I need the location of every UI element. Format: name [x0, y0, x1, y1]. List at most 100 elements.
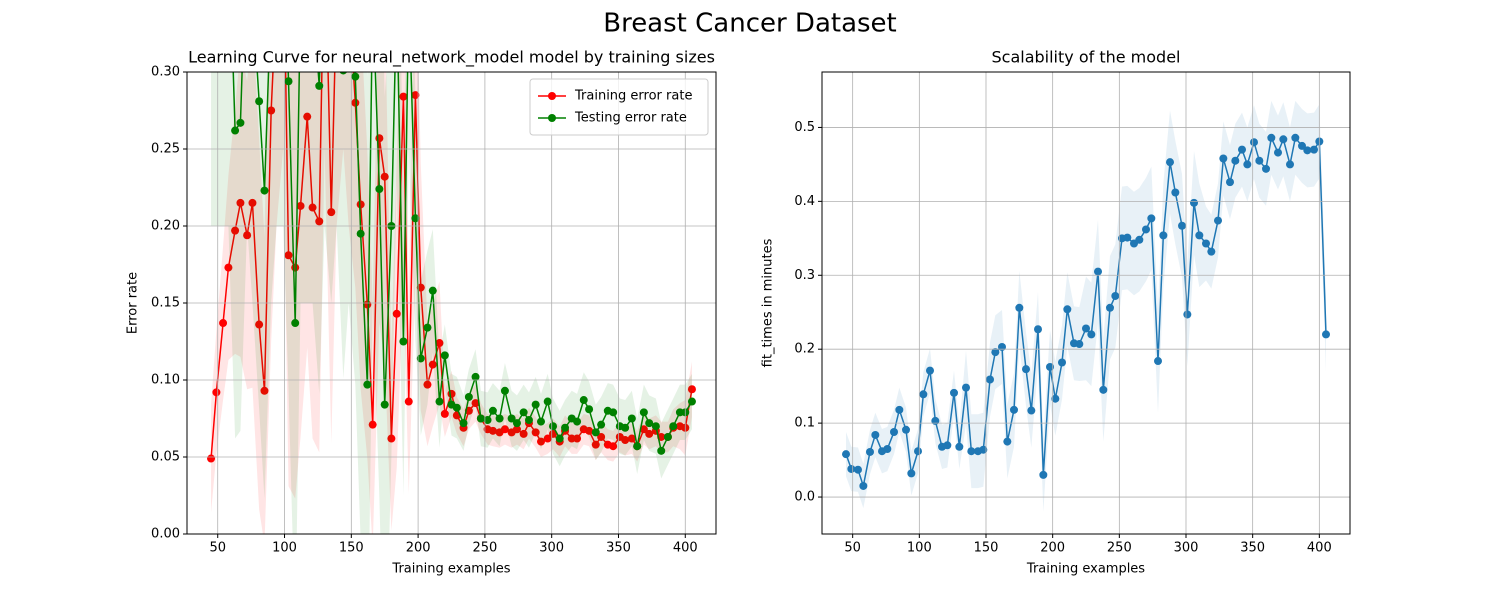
point	[1154, 357, 1162, 366]
point	[512, 419, 521, 428]
point	[597, 420, 606, 429]
point	[1291, 133, 1300, 142]
point	[919, 390, 928, 399]
point	[609, 408, 618, 417]
x-tick-label: 50	[844, 541, 861, 556]
point	[1039, 470, 1048, 479]
point	[591, 428, 600, 437]
point	[284, 251, 293, 260]
x-tick-label: 300	[539, 541, 564, 556]
y-tick-label: 0.20	[151, 219, 180, 234]
point	[440, 351, 449, 360]
point	[1171, 188, 1180, 197]
point	[296, 201, 305, 210]
figure-title: Breast Cancer Dataset	[603, 9, 897, 39]
point	[543, 397, 552, 406]
point	[207, 454, 216, 463]
point	[1063, 305, 1072, 314]
x-tick-label: 150	[339, 541, 364, 556]
point	[1183, 310, 1192, 319]
point	[255, 97, 264, 106]
point	[428, 360, 437, 369]
point	[967, 447, 976, 456]
x-tick-label: 100	[907, 541, 932, 556]
x-axis-label: Training examples	[1026, 562, 1145, 577]
point	[1219, 154, 1228, 163]
x-tick-label: 100	[272, 541, 297, 556]
y-axis-label: Error rate	[126, 272, 141, 334]
point	[1087, 330, 1096, 339]
point	[507, 414, 516, 423]
point	[573, 417, 582, 426]
x-tick-label: 400	[1307, 541, 1332, 556]
point	[847, 464, 856, 473]
point	[531, 400, 540, 409]
point	[645, 429, 654, 438]
point	[500, 386, 509, 395]
point	[1207, 247, 1216, 256]
point	[471, 372, 480, 381]
point	[423, 380, 432, 389]
point	[519, 408, 528, 417]
point	[621, 423, 630, 432]
point	[531, 428, 540, 437]
point	[895, 405, 904, 414]
point	[1106, 303, 1114, 312]
point	[950, 388, 958, 397]
point	[651, 422, 660, 431]
point	[363, 300, 372, 309]
point	[428, 286, 437, 295]
point	[579, 396, 588, 405]
point	[1135, 235, 1144, 244]
point	[1022, 365, 1030, 374]
point	[315, 217, 324, 226]
y-tick-label: 0.00	[151, 527, 180, 542]
point	[1298, 141, 1306, 150]
point	[986, 375, 994, 384]
axes-frame	[186, 71, 717, 535]
point	[1226, 178, 1234, 187]
point	[633, 442, 642, 451]
point	[1310, 145, 1318, 154]
point	[955, 442, 964, 451]
point	[842, 450, 850, 459]
point	[315, 81, 324, 90]
point	[1190, 198, 1198, 207]
point	[537, 437, 546, 446]
y-tick-label: 0.05	[151, 450, 180, 465]
point	[597, 432, 606, 441]
point	[657, 446, 666, 455]
point	[1166, 158, 1174, 167]
point	[854, 465, 862, 474]
point	[907, 469, 916, 478]
point	[543, 434, 552, 443]
legend-box	[529, 78, 709, 136]
legend-label: Testing error rate	[574, 111, 687, 126]
point	[573, 434, 582, 443]
point	[549, 429, 558, 438]
point	[440, 409, 449, 418]
point	[495, 414, 504, 423]
x-tick-label: 200	[1040, 541, 1065, 556]
y-tick-label: 0.30	[151, 65, 180, 80]
y-axis-label: fit_times in minutes	[761, 238, 776, 367]
point	[621, 436, 630, 445]
point	[1322, 330, 1330, 339]
point	[669, 422, 678, 431]
plot-area	[207, 72, 696, 534]
point	[549, 422, 558, 431]
y-tick-label: 0.25	[151, 142, 180, 157]
point	[1195, 231, 1204, 240]
point	[231, 226, 240, 235]
point	[585, 426, 594, 435]
point	[883, 444, 892, 453]
point	[351, 98, 360, 107]
point	[639, 425, 648, 434]
x-tick-label: 400	[673, 541, 698, 556]
point	[1099, 385, 1108, 394]
point	[339, 72, 347, 75]
point	[284, 77, 293, 86]
point	[399, 337, 408, 346]
point	[645, 419, 654, 428]
